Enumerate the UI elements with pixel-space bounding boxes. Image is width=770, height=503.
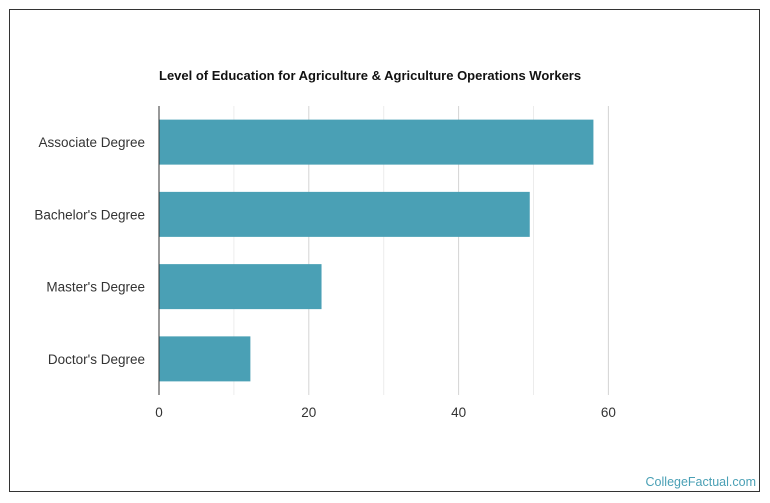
bar-1: [159, 191, 530, 237]
x-tick-label-1: 20: [301, 405, 316, 420]
bar-2: [159, 264, 322, 310]
chart-title: Level of Education for Agriculture & Agr…: [159, 68, 582, 83]
bar-3: [159, 336, 251, 382]
category-label-3: Doctor's Degree: [48, 352, 145, 367]
x-tick-label-2: 40: [451, 405, 466, 420]
x-tick-label-0: 0: [155, 405, 163, 420]
chart-frame: [9, 9, 760, 492]
x-tick-label-3: 60: [601, 405, 616, 420]
category-label-1: Bachelor's Degree: [34, 207, 145, 222]
category-label-0: Associate Degree: [38, 135, 145, 150]
bar-0: [159, 119, 594, 165]
category-label-2: Master's Degree: [46, 280, 145, 295]
source-credit[interactable]: CollegeFactual.com: [645, 475, 756, 489]
